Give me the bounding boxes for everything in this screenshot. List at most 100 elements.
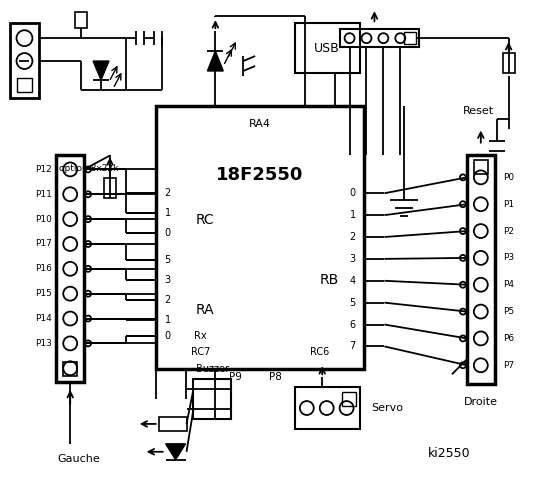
- Text: 5: 5: [349, 298, 356, 308]
- Circle shape: [474, 332, 488, 346]
- Text: USB: USB: [314, 42, 340, 55]
- Circle shape: [474, 197, 488, 211]
- Text: P4: P4: [503, 280, 514, 289]
- Circle shape: [63, 262, 77, 276]
- Circle shape: [85, 340, 91, 347]
- Circle shape: [63, 336, 77, 350]
- Circle shape: [17, 30, 33, 46]
- Text: 2: 2: [349, 232, 356, 242]
- Circle shape: [340, 401, 353, 415]
- Bar: [194, 379, 231, 419]
- Circle shape: [85, 216, 91, 222]
- Text: Servo: Servo: [372, 403, 403, 413]
- Circle shape: [474, 358, 488, 372]
- Circle shape: [63, 187, 77, 201]
- Text: P14: P14: [35, 314, 53, 323]
- Circle shape: [85, 192, 91, 197]
- Text: 2: 2: [164, 295, 171, 305]
- Text: P13: P13: [35, 339, 53, 348]
- Polygon shape: [207, 51, 223, 71]
- Circle shape: [460, 174, 466, 180]
- Text: ki2550: ki2550: [427, 447, 470, 460]
- Circle shape: [85, 167, 91, 172]
- Circle shape: [63, 287, 77, 300]
- Circle shape: [460, 228, 466, 234]
- Bar: [17, 78, 33, 92]
- Circle shape: [460, 336, 466, 341]
- Text: P11: P11: [35, 190, 53, 199]
- Bar: [63, 362, 77, 376]
- Text: P3: P3: [503, 253, 514, 263]
- Polygon shape: [93, 61, 109, 80]
- Text: 18F2550: 18F2550: [216, 167, 304, 184]
- Text: P7: P7: [503, 361, 514, 370]
- Text: 0: 0: [349, 188, 356, 198]
- Text: Droite: Droite: [464, 397, 498, 407]
- Text: 1: 1: [349, 210, 356, 220]
- Circle shape: [63, 361, 77, 375]
- Text: P9: P9: [229, 372, 242, 382]
- Circle shape: [460, 255, 466, 261]
- Text: P16: P16: [35, 264, 53, 273]
- Circle shape: [378, 33, 388, 43]
- Text: 7: 7: [349, 341, 356, 351]
- Circle shape: [63, 312, 77, 325]
- Circle shape: [17, 53, 33, 69]
- Circle shape: [474, 251, 488, 265]
- Bar: [340, 29, 419, 47]
- Text: P10: P10: [35, 215, 53, 224]
- Circle shape: [395, 33, 405, 43]
- Circle shape: [85, 315, 91, 322]
- Text: Buzzer: Buzzer: [196, 364, 229, 374]
- Text: RC6: RC6: [310, 348, 330, 357]
- Circle shape: [63, 237, 77, 251]
- Circle shape: [474, 224, 488, 238]
- Text: 6: 6: [349, 320, 356, 329]
- Text: P5: P5: [503, 307, 514, 316]
- Bar: [467, 156, 495, 384]
- Circle shape: [460, 362, 466, 368]
- Text: RA4: RA4: [249, 119, 271, 129]
- Text: 5: 5: [164, 255, 171, 265]
- Text: RC: RC: [196, 213, 215, 227]
- Bar: [474, 160, 488, 174]
- Text: 1: 1: [165, 208, 171, 218]
- Bar: [9, 23, 39, 98]
- Circle shape: [345, 33, 354, 43]
- Bar: [159, 417, 186, 431]
- Circle shape: [460, 309, 466, 314]
- Bar: [295, 23, 359, 73]
- Text: 1: 1: [165, 314, 171, 324]
- Bar: [404, 32, 416, 44]
- Text: P0: P0: [503, 173, 514, 182]
- Text: RB: RB: [320, 273, 340, 287]
- Text: 4: 4: [349, 276, 356, 286]
- Circle shape: [63, 162, 77, 176]
- Circle shape: [63, 212, 77, 226]
- Circle shape: [460, 282, 466, 288]
- Text: P15: P15: [35, 289, 53, 298]
- Bar: [295, 387, 359, 429]
- Text: 0: 0: [165, 331, 171, 341]
- Polygon shape: [166, 444, 185, 460]
- Circle shape: [320, 401, 333, 415]
- Circle shape: [85, 291, 91, 297]
- Bar: [104, 179, 116, 198]
- Text: RA: RA: [196, 302, 215, 317]
- Text: P6: P6: [503, 334, 514, 343]
- Text: P17: P17: [35, 240, 53, 249]
- Text: 3: 3: [165, 275, 171, 285]
- Text: P1: P1: [503, 200, 514, 209]
- Text: Reset: Reset: [463, 106, 494, 116]
- Text: 0: 0: [165, 228, 171, 238]
- Circle shape: [474, 278, 488, 292]
- Text: option 8x22k: option 8x22k: [60, 164, 119, 173]
- Text: P12: P12: [35, 165, 53, 174]
- Circle shape: [474, 305, 488, 319]
- Text: RC7: RC7: [191, 348, 210, 357]
- Text: P8: P8: [269, 372, 281, 382]
- Text: 3: 3: [349, 254, 356, 264]
- Bar: [156, 106, 364, 369]
- Text: Gauche: Gauche: [58, 454, 101, 464]
- Circle shape: [300, 401, 314, 415]
